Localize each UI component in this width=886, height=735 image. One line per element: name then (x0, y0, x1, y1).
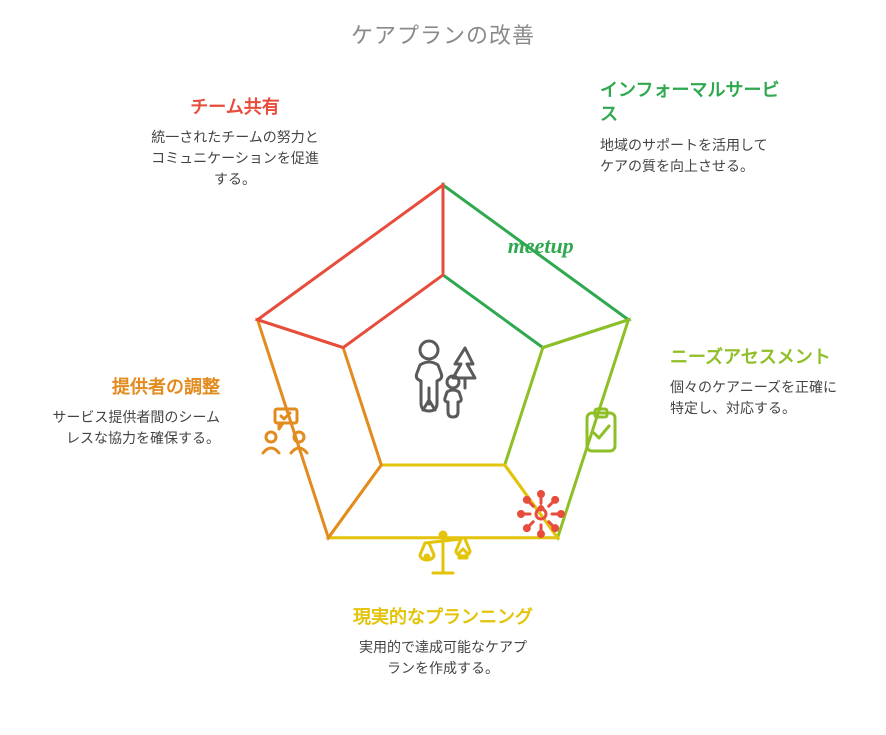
label-planning-desc: 実用的で達成可能なケアプランを作成する。 (353, 637, 533, 679)
balance-scale-icon: $ (415, 525, 471, 581)
label-team: チーム共有統一されたチームの努力とコミュニケーションを促進する。 (145, 95, 325, 190)
label-needs-desc: 個々のケアニーズを正確に特定し、対応する。 (670, 377, 850, 419)
label-needs-title: ニーズアセスメント (670, 345, 850, 369)
label-informal-title: インフォーマルサービス (600, 78, 780, 127)
center-icon (393, 330, 493, 430)
label-informal: インフォーマルサービス地域のサポートを活用してケアの質を向上させる。 (600, 78, 780, 177)
label-informal-desc: 地域のサポートを活用してケアの質を向上させる。 (600, 135, 780, 177)
segment-team (258, 185, 443, 348)
label-planning: 現実的なプランニング実用的で達成可能なケアプランを作成する。 (353, 605, 533, 679)
label-needs: ニーズアセスメント個々のケアニーズを正確に特定し、対応する。 (670, 345, 850, 419)
label-team-desc: 統一されたチームの努力とコミュニケーションを促進する。 (145, 127, 325, 190)
people-discussion-icon (257, 403, 313, 459)
clipboard-check-icon (573, 403, 629, 459)
diagram-stage: { "type": "infographic-pentagon", "title… (0, 0, 886, 735)
label-planning-title: 現実的なプランニング (353, 605, 533, 629)
network-hub-icon (513, 486, 569, 542)
label-providers-desc: サービス提供者間のシームレスな協力を確保する。 (40, 407, 220, 449)
label-providers: 提供者の調整サービス提供者間のシームレスな協力を確保する。 (40, 375, 220, 449)
meetup-icon: meetup (486, 218, 596, 274)
label-providers-title: 提供者の調整 (40, 375, 220, 399)
label-team-title: チーム共有 (145, 95, 325, 119)
svg-text:$: $ (424, 553, 429, 562)
